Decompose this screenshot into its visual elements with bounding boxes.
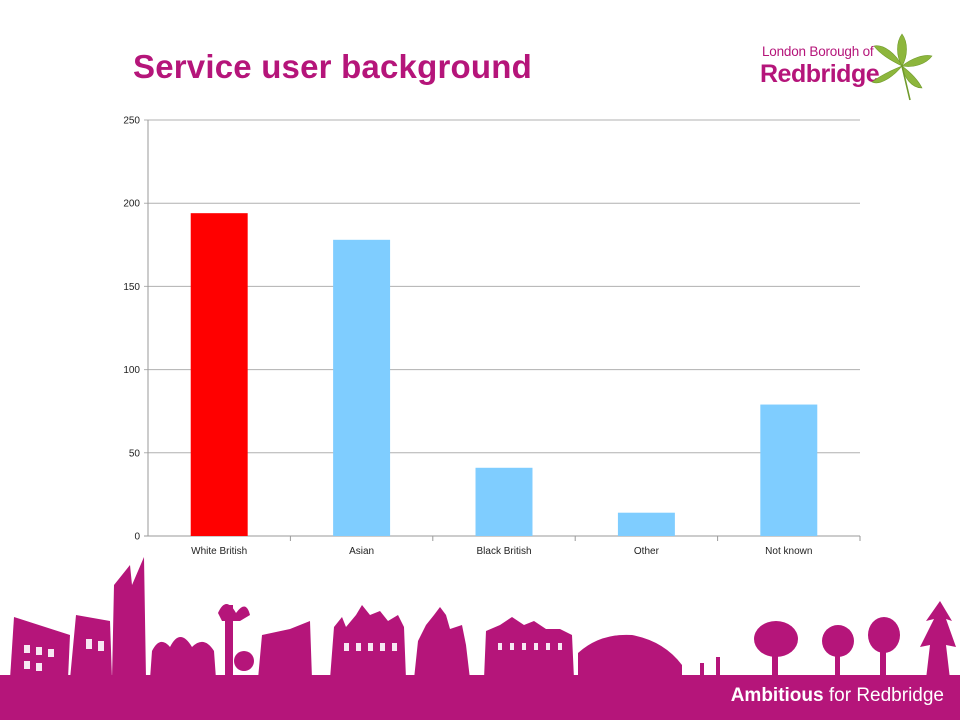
x-tick-label: Not known	[765, 546, 812, 557]
x-axis-ticks: White British Asian Black British Other Not …	[191, 536, 861, 557]
bar-other	[617, 512, 675, 536]
bar-not-known	[760, 404, 818, 536]
bar-chart: 0 50 100 150 200 250 White British Asian Black …	[123, 116, 861, 557]
y-tick-label: 200	[123, 199, 140, 210]
slide-title: Service user background	[133, 48, 532, 85]
logo-line-1: London Borough of	[762, 44, 874, 59]
y-tick-label: 250	[123, 116, 140, 127]
logo-line-2: Redbridge	[760, 60, 880, 88]
y-tick-label: 0	[134, 532, 140, 543]
y-tick-label: 50	[129, 448, 141, 459]
x-tick-label: White British	[191, 546, 247, 557]
bar-asian	[333, 239, 391, 537]
footer-slogan: Ambitious for Redbridge	[731, 685, 944, 707]
footer-slogan-strong: Ambitious	[730, 685, 824, 706]
chestnut-leaf-icon	[871, 33, 933, 101]
y-tick-label: 100	[123, 365, 140, 376]
bar-black-british	[475, 467, 533, 536]
x-tick-label: Other	[634, 546, 660, 557]
y-axis-ticks: 0 50 100 150 200 250	[123, 116, 140, 543]
redbridge-logo: London Borough of Redbridge	[756, 30, 936, 102]
bar-white-british	[190, 213, 248, 536]
x-tick-label: Asian	[349, 546, 374, 557]
x-tick-label: Black British	[476, 546, 531, 557]
bars	[190, 213, 818, 537]
footer-slogan-rest: for Redbridge	[823, 685, 944, 706]
borough-skyline-illustration	[0, 557, 960, 720]
gridlines	[144, 119, 860, 537]
y-tick-label: 150	[123, 282, 140, 293]
